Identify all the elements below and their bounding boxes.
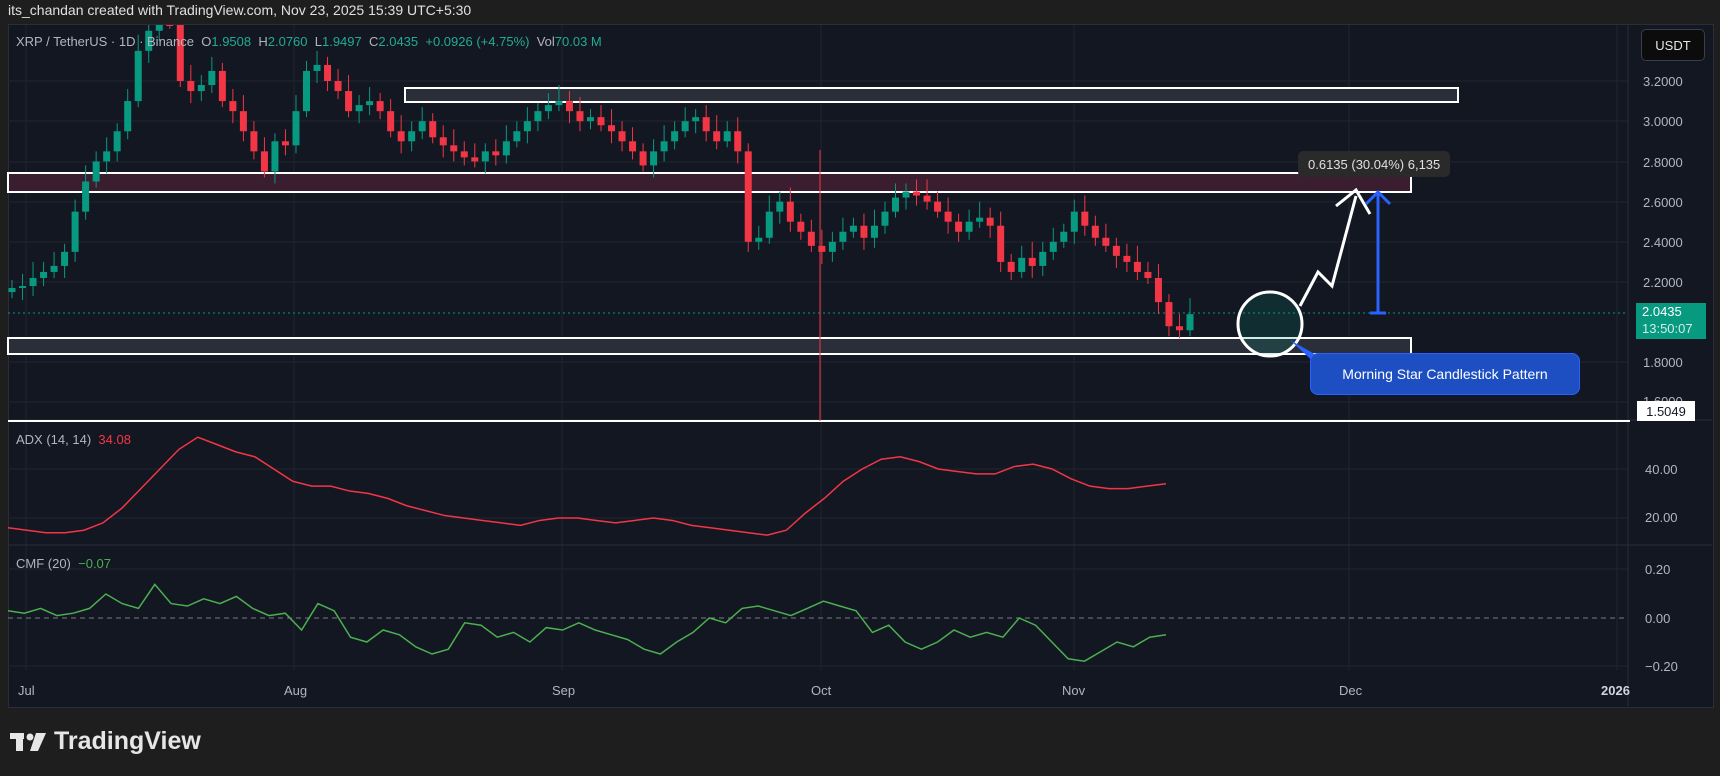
time-tick: Sep [552, 683, 576, 698]
change-value: +0.0926 (+4.75%) [425, 34, 530, 49]
adx-value: 34.08 [98, 432, 131, 447]
time-tick: Dec [1339, 683, 1363, 698]
adx-tick: 40.00 [1645, 462, 1678, 477]
price-tick: 1.8000 [1643, 355, 1683, 370]
resistance-zone-top [404, 87, 1459, 103]
adx-legend: ADX (14, 14) 34.08 [16, 432, 131, 447]
close-value: 2.0435 [378, 34, 419, 49]
cmf-tick: −0.20 [1645, 659, 1678, 674]
tradingview-brand: TradingView [10, 727, 201, 756]
time-tick: Nov [1062, 683, 1086, 698]
chart-credit: its_chandan created with TradingView.com… [8, 2, 472, 18]
price-tick: 3.2000 [1643, 74, 1683, 89]
time-tick: Jul [18, 683, 35, 698]
candle-countdown: 13:50:07 [1642, 321, 1693, 336]
volume-value: 70.03 M [554, 34, 602, 49]
last-price-value: 2.0435 [1642, 304, 1682, 319]
price-tick: 2.2000 [1643, 275, 1683, 290]
time-tick: Oct [811, 683, 832, 698]
candlesticks [8, 25, 1194, 421]
adx-tick: 20.00 [1645, 510, 1678, 525]
projection-arrow [1298, 195, 1358, 307]
measure-arrowhead [1364, 189, 1392, 206]
volume-label: Vol [536, 34, 555, 49]
projection-arrowhead [1335, 187, 1372, 215]
cmf-label: CMF (20) [16, 556, 71, 571]
cmf-legend: CMF (20) −0.07 [16, 556, 111, 571]
measure-tooltip: 0.6135 (30.04%) 6,135 [1298, 151, 1451, 177]
support-zone [7, 337, 1412, 355]
close-label: C [368, 34, 379, 49]
time-tick: Aug [284, 683, 308, 698]
adx-label: ADX (14, 14) [16, 432, 92, 447]
resistance-zone-mid [7, 172, 1412, 193]
low-value: 1.9497 [321, 34, 362, 49]
high-value: 2.0760 [267, 34, 308, 49]
cmf-value: −0.07 [78, 556, 112, 571]
brand-name: TradingView [54, 727, 201, 755]
level-badge: 1.5049 [1637, 401, 1695, 421]
cmf-tick: 0.00 [1645, 611, 1671, 626]
tradingview-logo-icon [10, 732, 46, 751]
cmf-tick: 0.20 [1645, 562, 1671, 577]
open-value: 1.9508 [211, 34, 252, 49]
symbol-legend: XRP / TetherUS · 1D · Binance O1.9508 H2… [16, 34, 602, 49]
symbol-name: XRP / TetherUS · 1D · Binance [16, 34, 194, 49]
price-tick: 2.6000 [1643, 195, 1683, 210]
time-tick: 2026 [1601, 683, 1630, 698]
open-label: O [201, 34, 212, 49]
price-tick: 3.0000 [1643, 114, 1683, 129]
price-tick: 2.8000 [1643, 155, 1683, 170]
price-tick: 2.4000 [1643, 235, 1683, 250]
currency-button[interactable]: USDT [1641, 29, 1705, 61]
pattern-highlight-circle [1236, 290, 1304, 358]
pattern-callout[interactable]: Morning Star Candlestick Pattern [1310, 353, 1580, 395]
low-label: L [314, 34, 322, 49]
high-label: H [258, 34, 268, 49]
cmf-line [7, 583, 1167, 662]
adx-line [7, 436, 1167, 536]
last-price-badge: 2.0435 13:50:07 [1636, 303, 1706, 339]
